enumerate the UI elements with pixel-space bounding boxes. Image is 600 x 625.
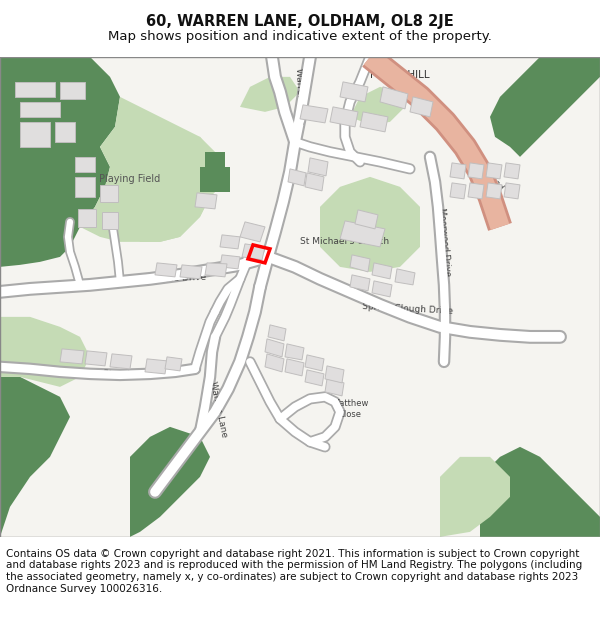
Polygon shape [130,137,230,242]
Polygon shape [300,105,328,123]
Text: Map shows position and indicative extent of the property.: Map shows position and indicative extent… [108,30,492,43]
Text: Warren Lane: Warren Lane [293,68,304,126]
Polygon shape [220,235,240,249]
Text: B6194 · Abbey Hills Road: B6194 · Abbey Hills Road [430,106,505,192]
Polygon shape [468,163,484,179]
Polygon shape [308,158,328,176]
Polygon shape [360,112,388,132]
Text: Perivale Drive: Perivale Drive [143,273,207,284]
Polygon shape [165,357,182,371]
Polygon shape [450,163,466,179]
Text: Moorwood Drive: Moorwood Drive [437,208,451,276]
Polygon shape [480,447,600,537]
Polygon shape [0,377,70,537]
Text: St Michael's Church: St Michael's Church [301,238,389,246]
Polygon shape [468,183,484,199]
Text: Warren Lane: Warren Lane [208,380,229,438]
Polygon shape [330,107,358,127]
Text: FENNY HILL: FENNY HILL [370,70,430,80]
Polygon shape [240,222,265,242]
Polygon shape [305,355,324,371]
Polygon shape [75,157,95,172]
Polygon shape [0,317,90,387]
Polygon shape [305,370,324,386]
Polygon shape [75,177,95,197]
Polygon shape [200,167,230,192]
Polygon shape [322,204,416,259]
Polygon shape [450,183,466,199]
Text: Matthew
Close: Matthew Close [332,399,368,419]
Polygon shape [102,212,118,229]
Polygon shape [350,87,405,125]
Polygon shape [350,275,370,291]
Polygon shape [372,281,392,297]
Text: Spring Clough Drive: Spring Clough Drive [362,302,454,316]
Polygon shape [78,209,96,227]
Polygon shape [380,87,408,109]
Polygon shape [205,263,227,277]
Polygon shape [340,82,368,102]
Polygon shape [265,339,284,357]
Polygon shape [242,244,265,260]
Polygon shape [325,379,344,396]
Polygon shape [240,77,300,112]
Polygon shape [285,344,304,360]
Polygon shape [15,82,55,97]
Polygon shape [490,57,600,157]
Polygon shape [325,366,344,383]
Polygon shape [355,210,378,229]
Polygon shape [340,221,385,247]
Polygon shape [220,255,240,269]
Polygon shape [410,97,433,117]
Polygon shape [486,163,502,179]
Text: Playing Field: Playing Field [100,174,161,184]
Text: Contains OS data © Crown copyright and database right 2021. This information is : Contains OS data © Crown copyright and d… [6,549,582,594]
Polygon shape [60,349,84,364]
Polygon shape [305,173,324,191]
Polygon shape [288,169,306,186]
Polygon shape [85,351,107,366]
Polygon shape [504,163,520,179]
Polygon shape [20,122,50,147]
Polygon shape [0,57,120,267]
Polygon shape [155,263,177,277]
Polygon shape [268,325,286,341]
Polygon shape [372,263,392,279]
Polygon shape [145,359,167,374]
Polygon shape [180,265,202,279]
Polygon shape [110,354,132,369]
Polygon shape [80,97,230,242]
Polygon shape [265,354,284,372]
Polygon shape [320,177,420,272]
Polygon shape [195,193,217,209]
Polygon shape [440,457,510,537]
Text: Swansea Street: Swansea Street [59,368,131,379]
Polygon shape [205,152,225,167]
Polygon shape [60,82,85,99]
Polygon shape [130,427,210,537]
Polygon shape [20,102,60,117]
Text: 60, WARREN LANE, OLDHAM, OL8 2JE: 60, WARREN LANE, OLDHAM, OL8 2JE [146,14,454,29]
Polygon shape [350,255,370,272]
Polygon shape [395,269,415,285]
Polygon shape [285,359,304,376]
Polygon shape [486,183,502,199]
Polygon shape [100,185,118,202]
Polygon shape [55,122,75,142]
Polygon shape [504,183,520,199]
